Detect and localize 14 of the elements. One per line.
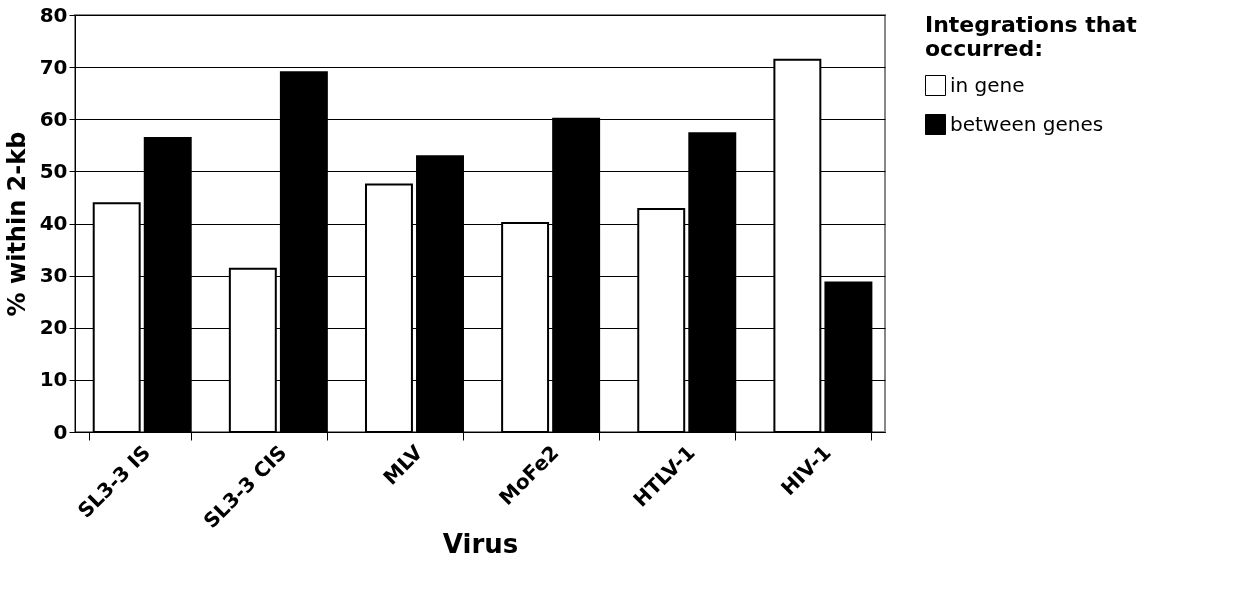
y-tick-label: 20 (39, 315, 68, 340)
legend-title: Integrations that occurred: (925, 12, 1138, 61)
y-tick-label: 10 (39, 367, 68, 392)
y-tick-label: 0 (53, 419, 68, 444)
legend-label: between genes (950, 111, 1104, 136)
legend-label: in gene (950, 72, 1025, 97)
x-axis-title: Virus (442, 529, 519, 560)
y-tick-label: 30 (39, 263, 68, 288)
y-tick-label: 60 (39, 106, 68, 131)
y-axis-title: % within 2-kb (2, 131, 31, 317)
y-tick-label: 50 (39, 158, 68, 183)
y-tick-label: 80 (39, 2, 68, 27)
y-tick-label: 70 (39, 54, 68, 79)
y-tick-label: 40 (39, 211, 68, 235)
